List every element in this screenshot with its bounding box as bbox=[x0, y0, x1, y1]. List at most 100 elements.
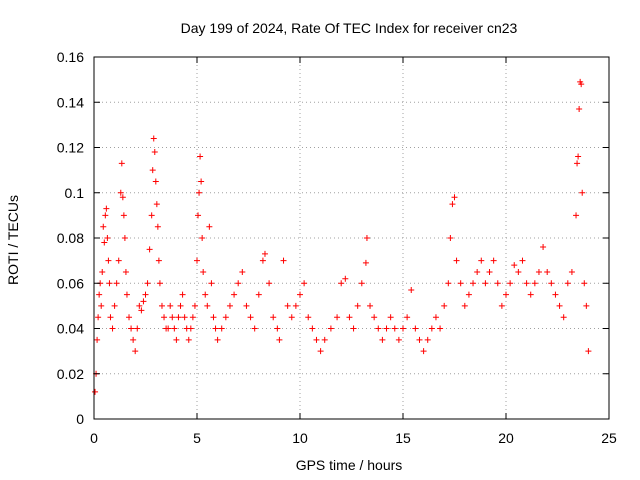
data-point bbox=[222, 314, 229, 321]
data-point bbox=[309, 325, 316, 332]
data-point bbox=[109, 325, 116, 332]
data-point bbox=[187, 325, 194, 332]
data-point bbox=[428, 325, 435, 332]
data-point bbox=[334, 314, 341, 321]
data-point bbox=[449, 201, 456, 208]
data-point bbox=[482, 280, 489, 287]
data-point bbox=[288, 314, 295, 321]
x-tick-label: 0 bbox=[90, 430, 98, 446]
data-point bbox=[507, 280, 514, 287]
data-point bbox=[575, 153, 582, 160]
data-point bbox=[99, 268, 106, 275]
x-tick-label: 15 bbox=[395, 430, 411, 446]
data-point bbox=[437, 325, 444, 332]
data-point bbox=[578, 81, 585, 88]
data-point bbox=[146, 246, 153, 253]
data-point bbox=[200, 268, 207, 275]
data-point bbox=[255, 291, 262, 298]
data-point bbox=[261, 250, 268, 257]
data-point bbox=[535, 268, 542, 275]
data-point bbox=[574, 160, 581, 167]
data-point bbox=[420, 348, 427, 355]
data-point bbox=[408, 287, 415, 294]
data-point bbox=[134, 325, 141, 332]
data-point bbox=[204, 302, 211, 309]
data-point bbox=[490, 257, 497, 264]
y-tick-label: 0.12 bbox=[57, 140, 84, 156]
data-point bbox=[142, 291, 149, 298]
data-point bbox=[548, 280, 555, 287]
y-tick-label: 0.16 bbox=[57, 49, 84, 65]
data-point bbox=[150, 135, 157, 142]
data-point bbox=[138, 307, 145, 314]
data-point bbox=[383, 325, 390, 332]
data-point bbox=[195, 212, 202, 219]
data-point bbox=[105, 257, 112, 264]
data-point bbox=[395, 336, 402, 343]
data-point bbox=[391, 325, 398, 332]
x-tick-label: 20 bbox=[498, 430, 514, 446]
data-point bbox=[457, 280, 464, 287]
data-point bbox=[122, 268, 129, 275]
data-point bbox=[564, 280, 571, 287]
data-point bbox=[161, 314, 168, 321]
data-point bbox=[208, 280, 215, 287]
data-point bbox=[445, 280, 452, 287]
data-point bbox=[199, 235, 206, 241]
data-point bbox=[149, 167, 156, 174]
data-point bbox=[523, 280, 530, 287]
data-point bbox=[126, 314, 133, 321]
data-point bbox=[123, 291, 130, 298]
data-point bbox=[313, 336, 320, 343]
data-point bbox=[568, 268, 575, 275]
data-point bbox=[511, 262, 518, 269]
x-axis-label: GPS time / hours bbox=[296, 457, 403, 473]
data-point bbox=[239, 268, 246, 275]
data-point bbox=[198, 178, 205, 185]
data-point bbox=[202, 291, 209, 298]
data-point bbox=[346, 314, 353, 321]
data-point bbox=[247, 314, 254, 321]
data-point bbox=[447, 235, 454, 241]
data-point bbox=[461, 302, 468, 309]
data-point bbox=[478, 257, 485, 264]
y-tick-label: 0 bbox=[76, 411, 84, 427]
data-point bbox=[212, 325, 219, 332]
data-point bbox=[416, 336, 423, 343]
data-point bbox=[367, 302, 374, 309]
y-axis-label: ROTI / TECUs bbox=[5, 195, 21, 285]
data-point bbox=[171, 325, 178, 332]
data-point bbox=[358, 280, 365, 287]
data-point bbox=[544, 268, 551, 275]
data-point bbox=[189, 314, 196, 321]
data-point bbox=[274, 325, 281, 332]
data-point bbox=[197, 153, 204, 160]
x-tick-label: 25 bbox=[601, 430, 617, 446]
data-point bbox=[117, 189, 124, 196]
data-point bbox=[165, 325, 172, 332]
data-point bbox=[155, 257, 162, 264]
data-point bbox=[342, 275, 349, 282]
data-point bbox=[327, 325, 334, 332]
data-point bbox=[191, 302, 198, 309]
data-point bbox=[573, 212, 580, 219]
data-point bbox=[243, 302, 250, 309]
x-axis-ticks: 0 5 10 15 20 25 bbox=[90, 57, 617, 446]
data-point bbox=[106, 280, 113, 287]
data-point bbox=[515, 268, 522, 275]
data-point bbox=[354, 302, 361, 309]
data-point bbox=[486, 268, 493, 275]
data-point bbox=[284, 302, 291, 309]
data-point bbox=[130, 336, 137, 343]
data-point bbox=[136, 302, 143, 309]
data-point bbox=[169, 314, 176, 321]
data-point bbox=[579, 189, 586, 196]
data-point bbox=[115, 257, 122, 264]
data-point bbox=[194, 257, 200, 264]
data-point bbox=[321, 336, 328, 343]
data-point bbox=[474, 268, 481, 275]
data-point bbox=[214, 336, 221, 343]
data-point bbox=[280, 257, 287, 264]
data-point bbox=[103, 205, 110, 212]
